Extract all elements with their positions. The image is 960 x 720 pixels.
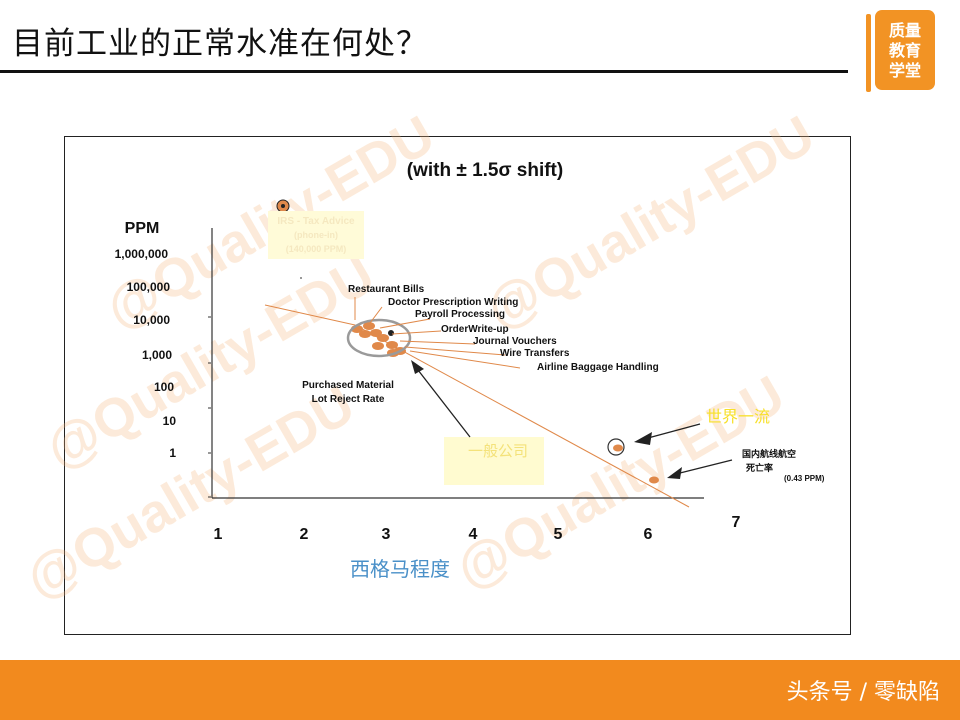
world-class-ring <box>607 438 625 456</box>
data-point <box>359 330 371 338</box>
label-restaurant-bills: Restaurant Bills <box>348 284 425 295</box>
data-point <box>377 334 389 342</box>
leader-line <box>404 346 506 356</box>
x-tick-label: 6 <box>644 526 653 543</box>
leader-line <box>391 330 442 335</box>
watermark-3: @Quality-EDU <box>476 105 824 341</box>
footer-source: 头条号 / 零缺陷 <box>786 680 940 705</box>
airline-arrow <box>675 459 733 475</box>
data-point-marker <box>388 330 394 336</box>
slide-title: 目前工业的正常水准在何处？ <box>12 26 428 62</box>
y-tick-label: 10 <box>163 414 177 428</box>
cluster-ring <box>346 318 412 358</box>
y-tick-label: 1,000 <box>142 348 172 362</box>
world-class-arrow-head <box>634 432 652 445</box>
label-lot-reject-rate: Lot Reject Rate <box>312 394 385 405</box>
data-point-airline-fatality <box>649 476 659 484</box>
chart-title: (with ± 1.5σ shift) <box>407 160 563 181</box>
data-point-irs-core <box>281 204 285 208</box>
irs-label-box <box>268 211 364 259</box>
label-airline-fatality-2: 死亡率 <box>745 462 773 474</box>
y-tick-label: 100,000 <box>127 280 171 294</box>
airline-arrow-head <box>667 467 682 479</box>
logo-line-2: 教育 <box>888 41 921 60</box>
label-doctor-prescription: Doctor Prescription Writing <box>388 297 518 308</box>
trend-line <box>354 324 690 508</box>
y-tick-label: 100 <box>154 380 174 394</box>
logo-line-1: 质量 <box>888 21 921 40</box>
logo: 质量 教育 学堂 <box>866 6 938 94</box>
x-axis-label: 西格马程度 <box>350 557 450 581</box>
footer-bar <box>0 660 960 720</box>
x-tick-label: 5 <box>554 526 563 543</box>
irs-ppm-label: (140,000 PPM) <box>286 244 347 254</box>
label-payroll: Payroll Processing <box>415 309 505 320</box>
leader-line <box>409 350 521 369</box>
x-tick-label: 7 <box>732 514 741 531</box>
leader-line <box>379 318 431 329</box>
label-wire-transfers: Wire Transfers <box>500 348 570 359</box>
data-point <box>363 322 375 330</box>
chart-frame <box>64 136 851 635</box>
irs-sub-label: (phone-in) <box>294 230 338 240</box>
logo-bar <box>866 14 871 92</box>
label-purchased-material: Purchased Material <box>302 380 394 391</box>
logo-line-3: 学堂 <box>888 61 921 80</box>
label-order-writeup: OrderWrite-up <box>441 324 509 335</box>
x-tick-label: 1 <box>214 526 223 543</box>
typical-company-label: 一般公司 <box>468 442 528 460</box>
logo-box: 质量 教育 学堂 <box>875 10 935 90</box>
x-tick-label: 2 <box>300 526 309 543</box>
title-underline <box>0 70 848 73</box>
y-tick-label: 1,000,000 <box>115 247 169 261</box>
label-airline-baggage: Airline Baggage Handling <box>537 362 659 373</box>
x-tick-label: 3 <box>382 526 391 543</box>
world-class-label: 世界一流 <box>706 407 770 426</box>
typical-company-arrow <box>417 369 471 438</box>
leader-line <box>399 340 476 345</box>
label-journal-vouchers: Journal Vouchers <box>473 336 557 347</box>
trend-line-segment <box>264 304 356 326</box>
label-airline-ppm: (0.43 PPM) <box>784 474 825 483</box>
data-point <box>386 341 398 349</box>
x-tick-label: 4 <box>469 526 478 543</box>
typical-company-box <box>444 437 544 485</box>
y-axis-label: PPM <box>125 220 160 237</box>
y-tick-label: 10,000 <box>133 313 170 327</box>
label-airline-fatality: 国内航线航空 <box>742 448 796 460</box>
cluster-points <box>351 322 406 357</box>
data-point-6sigma <box>613 444 623 452</box>
y-tick-label: 1 <box>169 446 176 460</box>
data-point <box>370 329 382 337</box>
arrow-head <box>411 360 424 374</box>
world-class-arrow <box>647 423 701 439</box>
leader-line <box>369 306 383 324</box>
data-point <box>372 342 384 350</box>
irs-label: IRS - Tax Advice <box>277 216 355 227</box>
